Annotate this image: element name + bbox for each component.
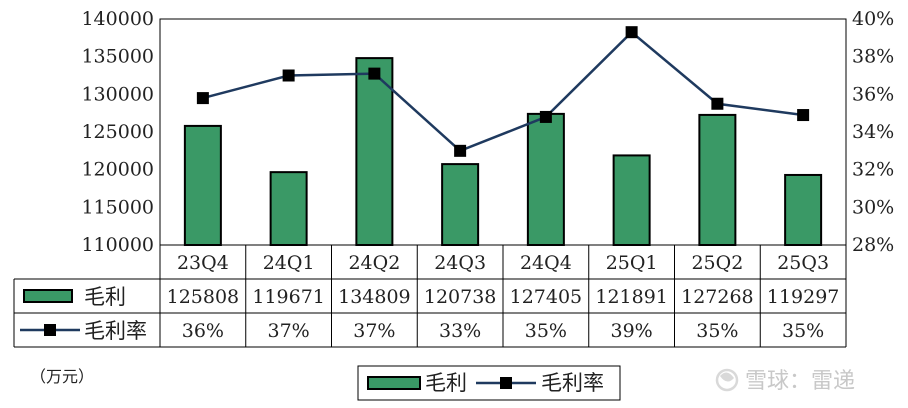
bar-series-name: 毛利 [84,285,126,309]
line-series-name: 毛利率 [84,319,147,343]
legend-line-marker [500,377,512,389]
line-value-label: 33% [439,320,481,342]
plot-frame [159,18,847,246]
bar-value-label: 127405 [510,286,583,308]
left-tick-label: 125000 [81,121,154,143]
legend-line-label: 毛利率 [541,371,604,395]
right-tick-label: 30% [852,196,894,218]
right-tick-label: 36% [852,83,894,105]
unit-label: （万元） [30,367,94,386]
bar-value-label: 119671 [252,286,325,308]
bar [526,112,565,246]
line-point [282,69,295,82]
category-label: 24Q1 [263,252,315,274]
bar [355,57,394,247]
bar [269,171,308,246]
bar [612,154,651,246]
bar-value-label: 125808 [167,286,240,308]
legend-bar-label: 毛利 [425,371,467,395]
watermark-icon [715,368,739,392]
line-point [539,110,552,123]
left-tick-label: 120000 [81,159,154,181]
line-point [711,97,724,110]
category-label: 24Q2 [348,252,400,274]
category-label: 25Q3 [777,252,829,274]
line-point [196,92,209,105]
bar-value-label: 120738 [424,286,497,308]
line-series [196,26,810,157]
bar [784,173,823,246]
right-axis-ticks: 28% 30% 32% 34% 36% 38% 40% [852,8,894,256]
bar [183,124,222,246]
bar [441,163,480,247]
right-tick-label: 32% [852,159,894,181]
line-value-label: 35% [525,320,567,342]
line-value-label: 36% [182,320,224,342]
bar-value-label: 121891 [595,286,668,308]
left-tick-label: 135000 [81,46,154,68]
line-key-marker [44,324,56,336]
bar-value-label: 127268 [681,286,754,308]
legend: 毛利 毛利率 [357,365,621,401]
data-table: 23Q4 24Q1 24Q2 24Q3 24Q4 25Q1 25Q2 25Q3 125808 11… [13,245,847,348]
left-tick-label: 130000 [81,83,154,105]
margin-rate-line [202,30,804,153]
line-value-label: 35% [782,320,824,342]
line-point [625,26,638,39]
bar-value-label: 119297 [767,286,840,308]
line-value-label: 37% [353,320,395,342]
line-value-label: 35% [696,320,738,342]
category-label: 24Q3 [434,252,486,274]
line-point [368,67,381,80]
category-label: 23Q4 [177,252,229,274]
left-tick-label: 115000 [81,196,154,218]
bar-key [23,289,73,303]
right-tick-label: 40% [852,8,894,30]
left-axis-ticks: 110000 115000 120000 125000 130000 135000 1400… [81,8,154,256]
bar-value-label: 134809 [338,286,411,308]
category-label: 25Q2 [691,252,743,274]
line-point [797,109,810,122]
right-tick-label: 38% [852,46,894,68]
left-tick-label: 110000 [81,234,154,256]
bar [698,113,737,246]
watermark-text: 雪球：雷递 [745,369,855,394]
bar-series [183,57,823,247]
legend-bar-key [367,376,421,390]
left-tick-label: 140000 [81,8,154,30]
line-value-label: 37% [268,320,310,342]
right-tick-label: 34% [852,121,894,143]
line-value-label: 39% [611,320,653,342]
plot-border [159,18,847,246]
category-label: 25Q1 [606,252,658,274]
line-point [454,144,467,157]
category-label: 24Q4 [520,252,572,274]
right-tick-label: 28% [852,234,894,256]
